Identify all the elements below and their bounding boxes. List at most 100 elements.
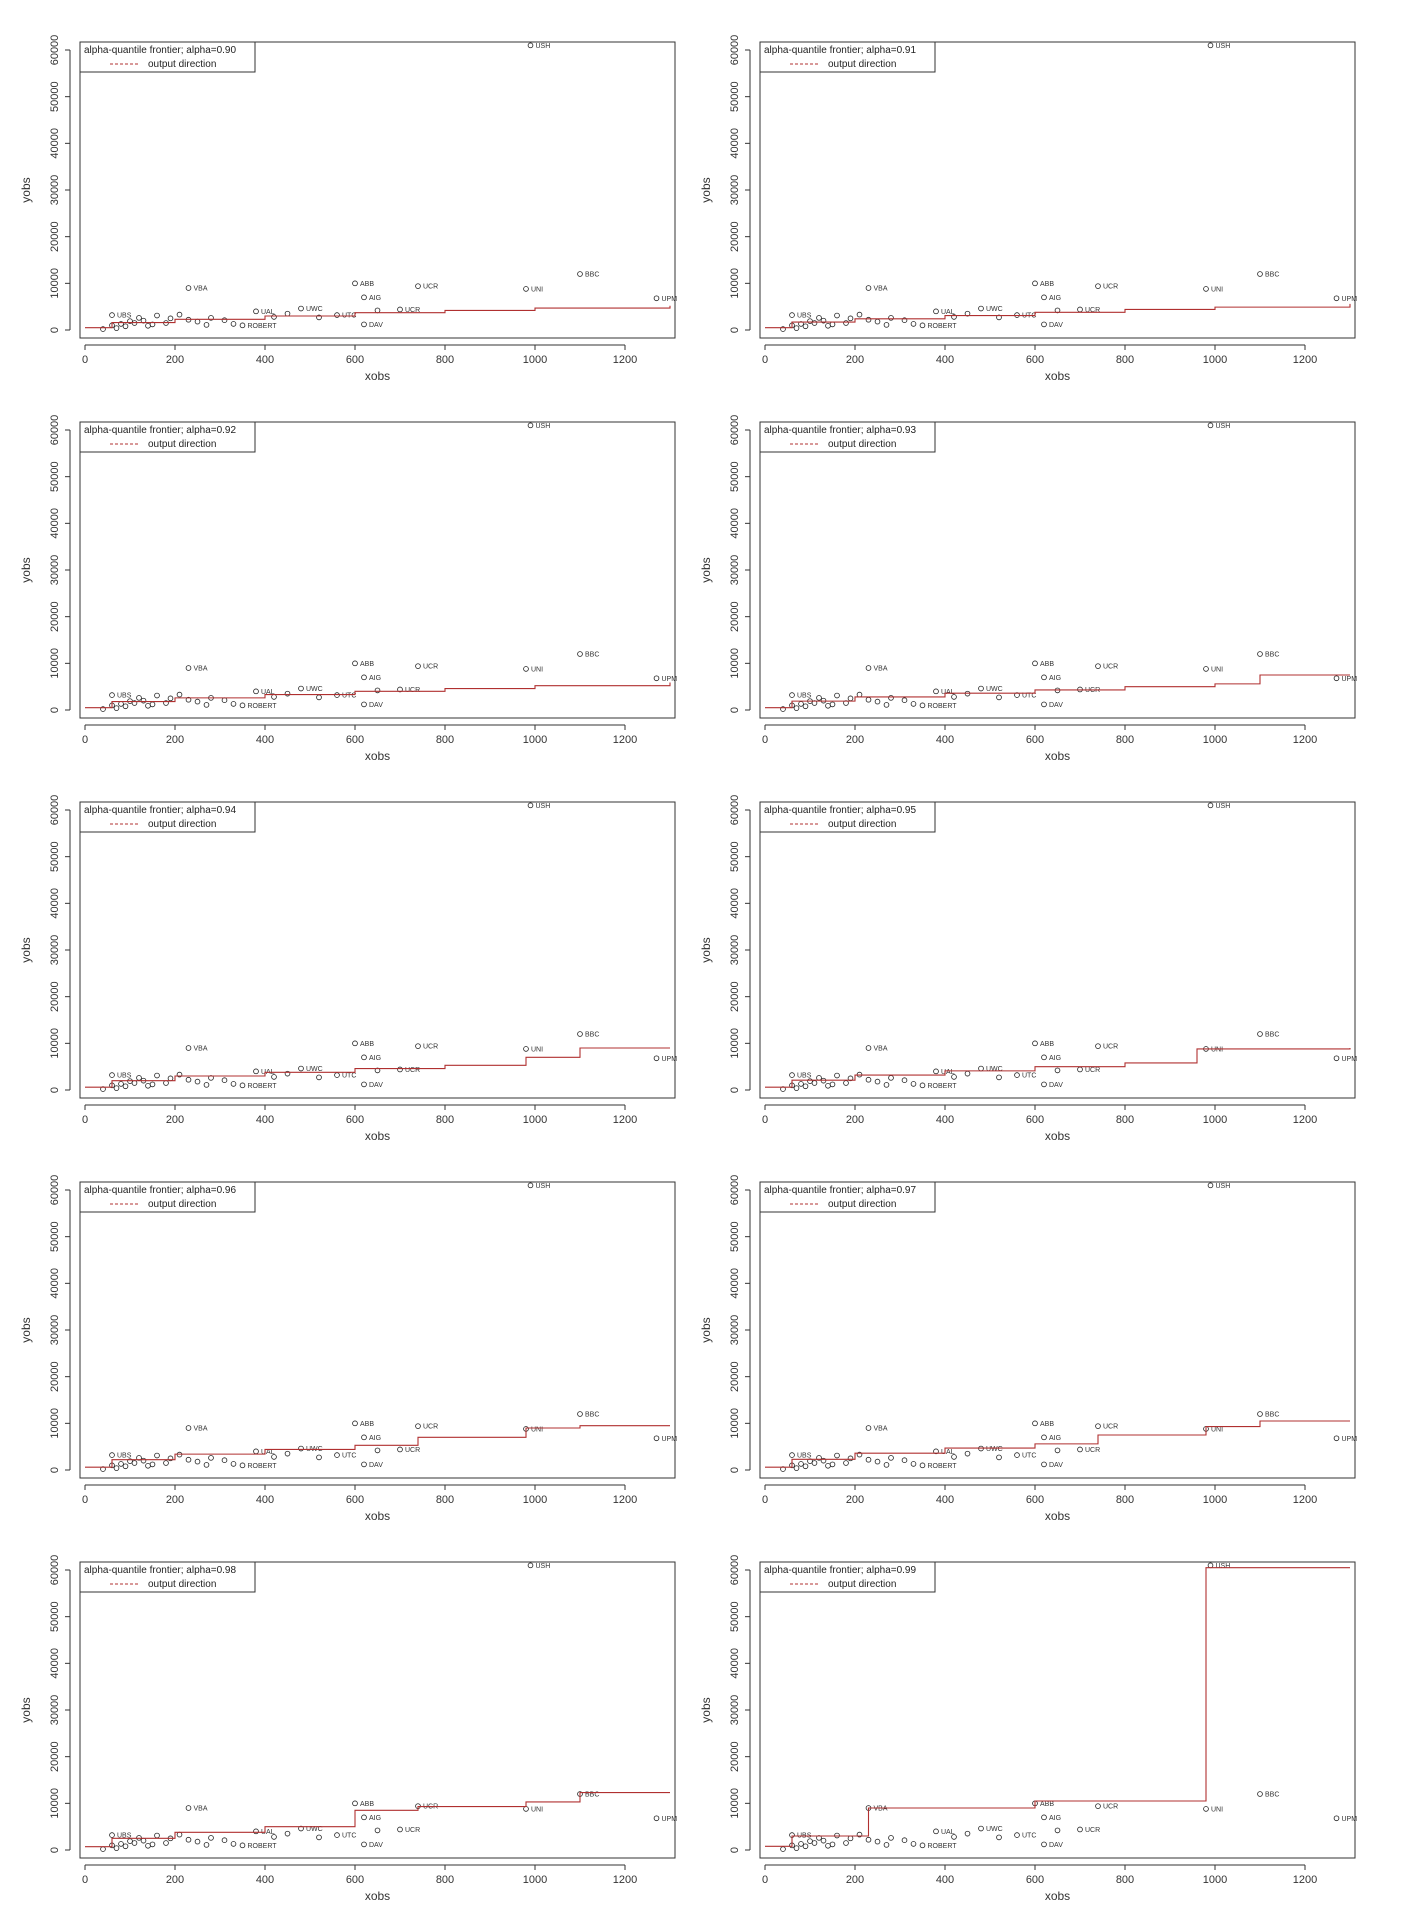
point-label: UCR (1085, 1827, 1100, 1834)
x-tick-label: 200 (846, 354, 864, 366)
data-point (131, 1840, 138, 1846)
point-label: BBC (585, 1412, 599, 1419)
x-axis-label: xobs (365, 749, 390, 763)
x-axis-label: xobs (365, 1129, 390, 1143)
data-point (253, 688, 259, 695)
x-tick-label: 800 (436, 1494, 454, 1506)
data-point (1257, 651, 1263, 657)
plot-box (79, 801, 676, 1099)
data-point (239, 1462, 246, 1469)
point-label: AIG (369, 295, 381, 302)
data-point (109, 1072, 115, 1078)
data-point (1041, 674, 1047, 681)
data-point (919, 1082, 926, 1089)
legend-item: output direction (828, 439, 896, 450)
data-point (109, 1832, 115, 1838)
x-tick-label: 800 (436, 1114, 454, 1126)
data-point (653, 1055, 660, 1062)
data-point (176, 691, 183, 698)
data-point (834, 312, 840, 319)
point-label: UBS (117, 1453, 132, 1460)
data-point (154, 1072, 160, 1079)
data-point (1014, 1832, 1020, 1838)
data-point (1041, 321, 1047, 328)
point-label: UNI (531, 1806, 543, 1813)
y-tick-label: 20000 (729, 601, 741, 632)
data-point (825, 322, 831, 329)
point-label: UAL (261, 1449, 275, 1456)
point-label: DAV (369, 1462, 383, 1469)
x-tick-label: 1200 (613, 1494, 637, 1506)
point-label: UCR (1103, 1424, 1118, 1431)
data-point (397, 1066, 403, 1073)
y-tick-label: 40000 (49, 508, 61, 539)
data-point (208, 315, 214, 321)
data-point (361, 1814, 367, 1821)
y-tick-label: 50000 (49, 1601, 61, 1632)
data-point (298, 1445, 304, 1452)
x-axis-label: xobs (365, 1509, 390, 1523)
frontier-line (85, 1047, 670, 1088)
point-label: UAL (261, 1829, 275, 1836)
data-point (167, 695, 174, 702)
point-label: ROBERT (928, 323, 958, 330)
data-point (811, 1080, 818, 1086)
y-tick-label: 50000 (729, 81, 741, 112)
data-point (856, 691, 863, 698)
point-label: ROBERT (248, 1083, 278, 1090)
data-point (1257, 1031, 1263, 1037)
data-point (798, 1461, 804, 1467)
point-label: ABB (360, 1421, 374, 1428)
x-tick-label: 800 (1116, 734, 1134, 746)
y-tick-label: 30000 (49, 1315, 61, 1346)
point-label: UCR (1103, 1804, 1118, 1811)
data-point (883, 702, 890, 708)
point-label: USH (1216, 1563, 1231, 1570)
y-tick-label: 20000 (49, 1741, 61, 1772)
y-tick-label: 50000 (729, 841, 741, 872)
x-tick-label: 600 (346, 734, 364, 746)
data-point (820, 317, 827, 324)
x-tick-label: 1200 (1293, 1114, 1317, 1126)
data-point (951, 1074, 957, 1080)
point-label: AIG (1049, 675, 1061, 682)
legend-item: output direction (828, 1199, 896, 1210)
point-label: UPM (1342, 1436, 1358, 1443)
y-tick-label: 20000 (729, 221, 741, 252)
x-tick-label: 600 (1026, 734, 1044, 746)
x-tick-label: 1000 (1203, 1114, 1227, 1126)
data-point (951, 1834, 957, 1840)
data-point (910, 1081, 917, 1087)
point-label: UCR (423, 1044, 438, 1051)
point-label: ABB (1040, 661, 1054, 668)
data-point (910, 1841, 917, 1847)
point-label: UTC (1022, 693, 1036, 700)
data-point (145, 322, 151, 329)
data-point (843, 320, 849, 326)
data-point (996, 1834, 1002, 1841)
data-point (194, 1458, 201, 1465)
point-label: AIG (369, 675, 381, 682)
data-point (523, 1046, 529, 1052)
data-point (194, 1838, 201, 1845)
point-label: UCR (405, 687, 420, 694)
data-point (811, 1840, 818, 1846)
point-label: UNI (531, 1046, 543, 1053)
data-point (847, 1835, 854, 1842)
point-label: UWC (306, 306, 323, 313)
x-tick-label: 600 (346, 354, 364, 366)
data-point (185, 665, 192, 671)
point-label: UBS (117, 1833, 132, 1840)
data-point (149, 1081, 156, 1088)
point-label: ABB (360, 1801, 374, 1808)
y-tick-label: 0 (49, 1467, 61, 1473)
y-tick-label: 50000 (49, 81, 61, 112)
point-label: BBC (585, 1032, 599, 1039)
data-point (109, 312, 115, 318)
data-point (577, 271, 583, 277)
x-axis-label: xobs (1045, 1509, 1070, 1523)
x-tick-label: 200 (166, 1874, 184, 1886)
x-tick-label: 1200 (1293, 354, 1317, 366)
data-point (919, 1462, 926, 1469)
y-tick-label: 30000 (49, 1695, 61, 1726)
